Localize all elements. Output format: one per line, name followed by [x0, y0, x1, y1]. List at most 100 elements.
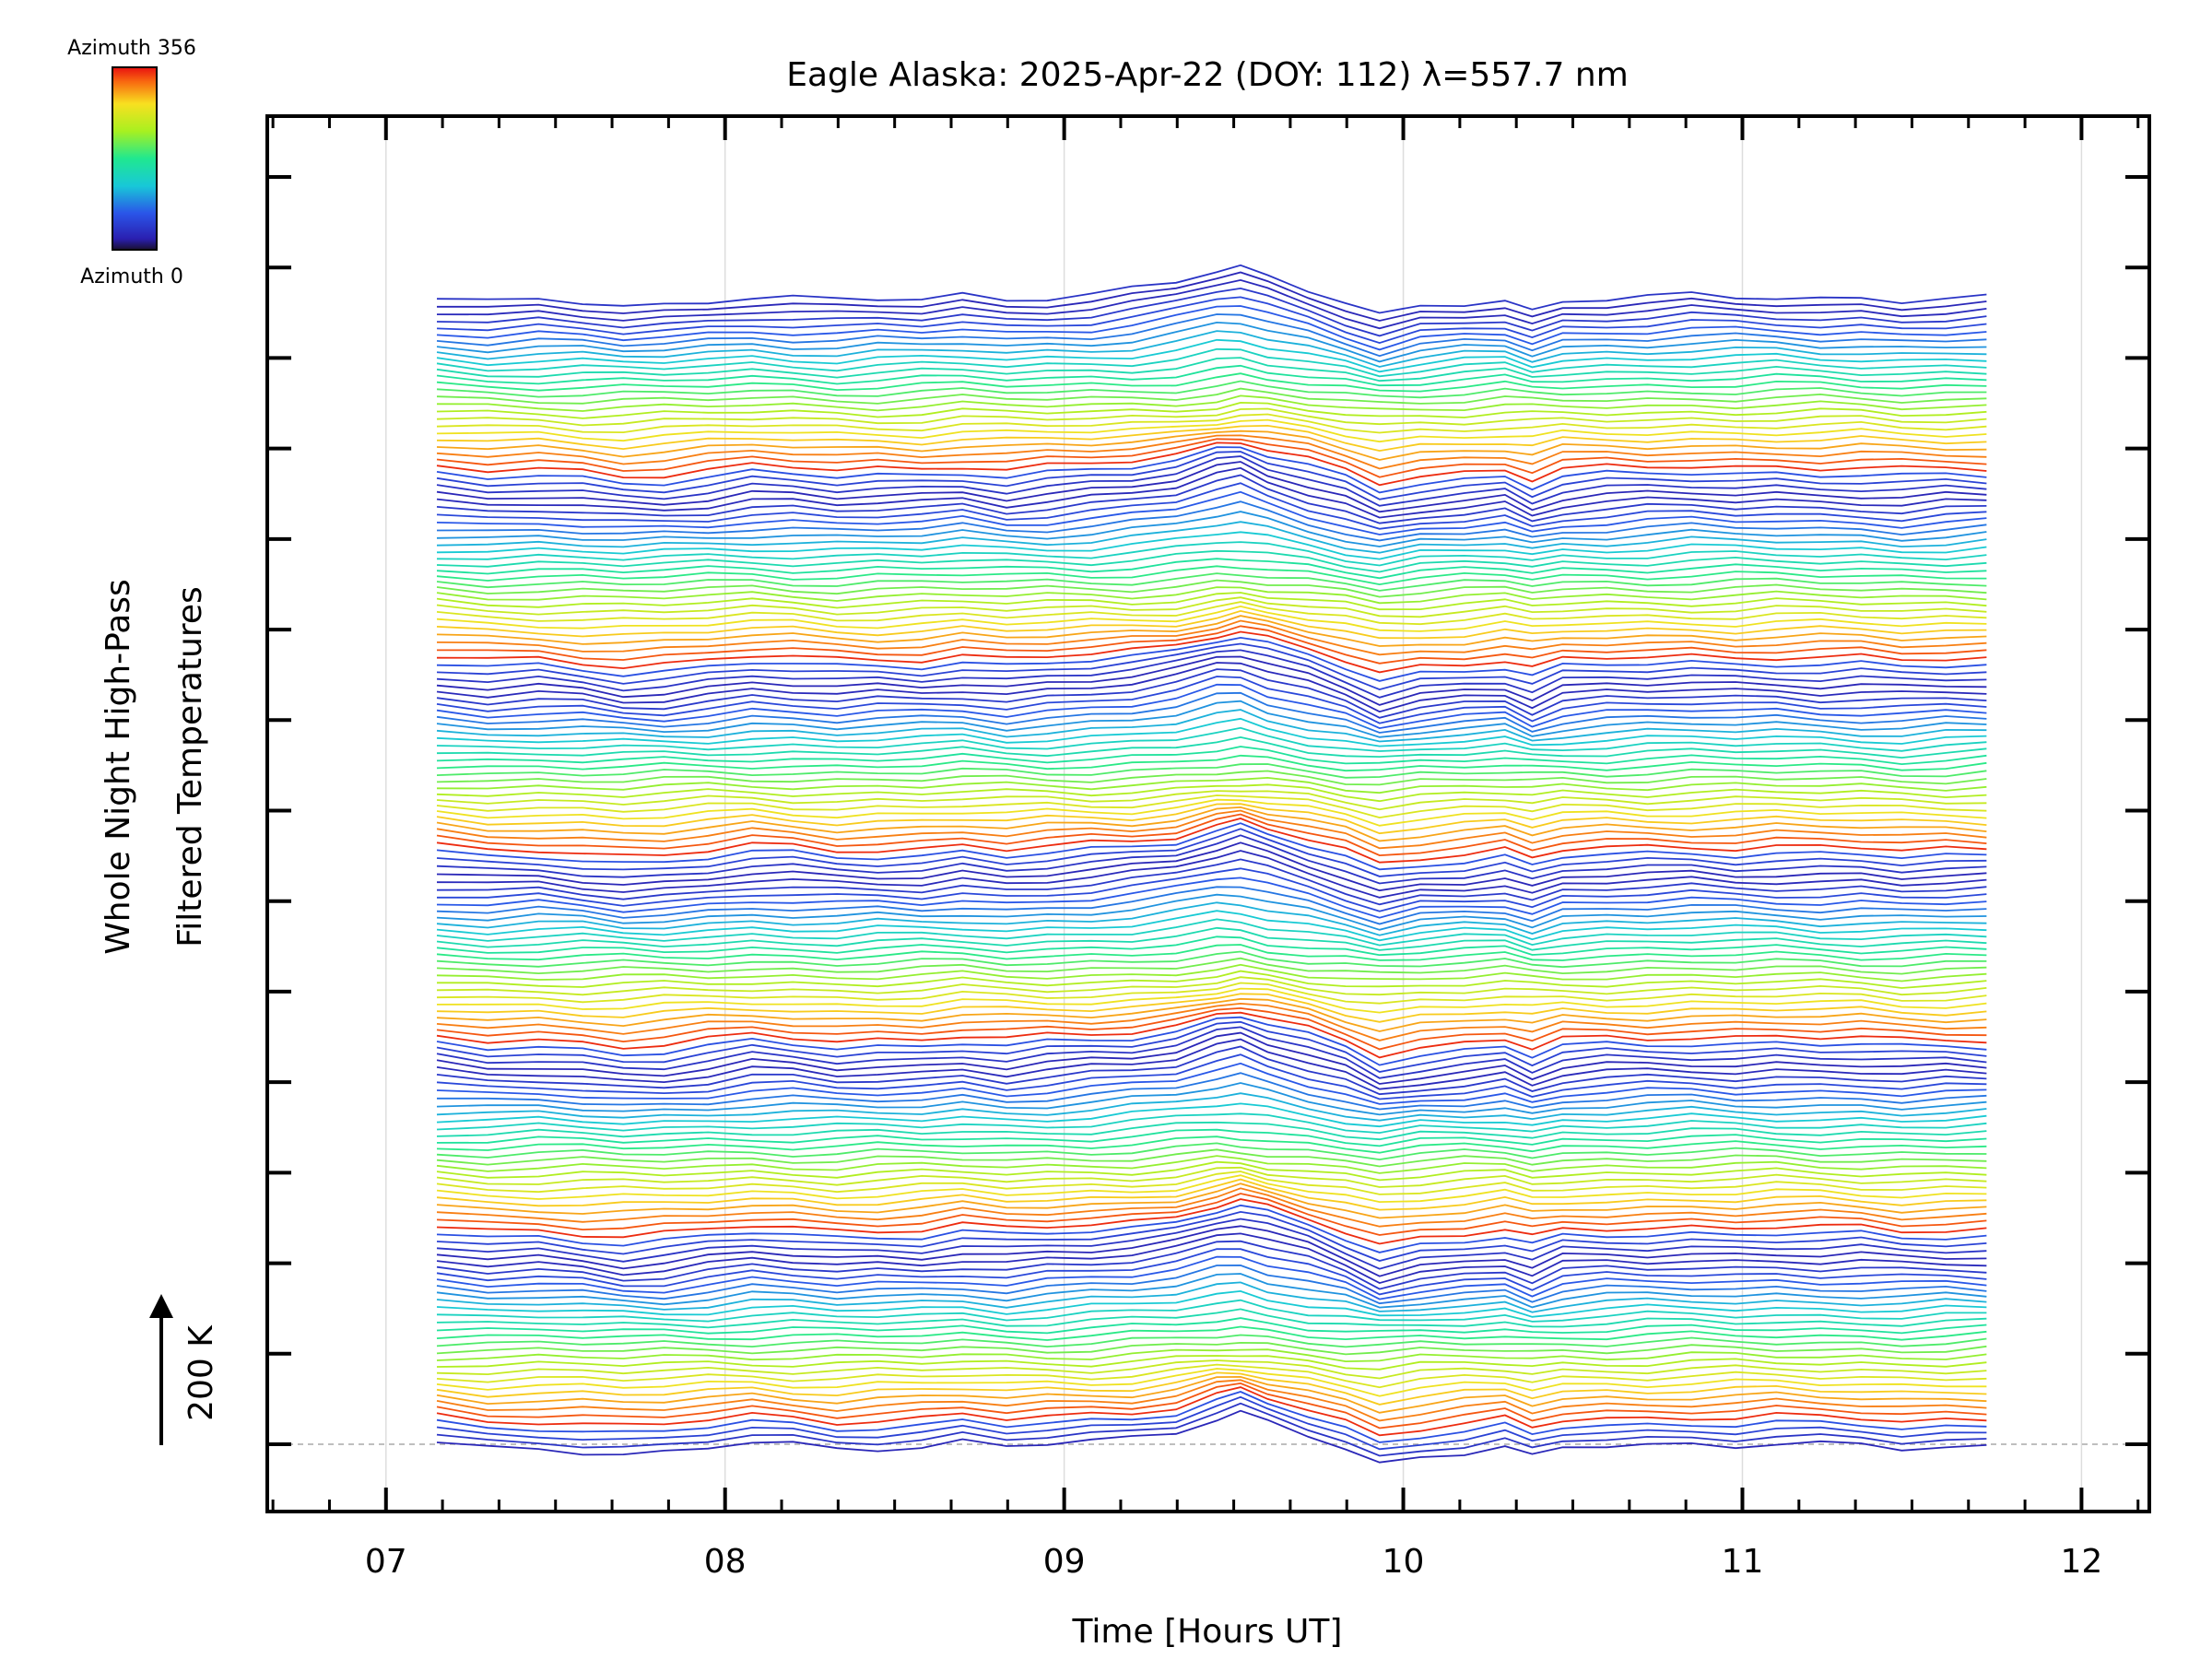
trace-22 — [436, 1273, 1987, 1309]
trace-166 — [436, 287, 1987, 337]
trace-151 — [436, 407, 1987, 427]
trace-41 — [436, 1155, 1987, 1174]
trace-104 — [436, 717, 1987, 747]
trace-91 — [436, 806, 1987, 842]
trace-67 — [436, 976, 1987, 996]
trace-78 — [436, 893, 1987, 931]
trace-36 — [436, 1178, 1987, 1211]
trace-144 — [436, 441, 1987, 487]
trace-123 — [436, 596, 1987, 618]
trace-107 — [436, 691, 1987, 734]
trace-126 — [436, 579, 1987, 598]
trace-66 — [436, 982, 1987, 1005]
trace-154 — [436, 387, 1987, 405]
trace-68 — [437, 970, 1987, 989]
trace-14 — [436, 1341, 1987, 1356]
trace-84 — [436, 841, 1987, 892]
scale-arrow-head — [149, 1294, 173, 1318]
trace-18 — [436, 1308, 1987, 1329]
trace-96 — [436, 783, 1987, 803]
trace-72 — [436, 944, 1987, 961]
trace-98 — [436, 770, 1987, 786]
trace-65 — [436, 987, 1987, 1014]
trace-165 — [436, 296, 1987, 345]
trace-161 — [436, 330, 1987, 368]
trace-19 — [436, 1299, 1987, 1323]
trace-108 — [436, 683, 1987, 730]
trace-48 — [436, 1102, 1987, 1128]
trace-162 — [436, 321, 1987, 363]
trace-70 — [436, 957, 1987, 975]
trace-73 — [436, 935, 1987, 957]
trace-101 — [436, 746, 1987, 766]
trace-90 — [436, 809, 1987, 850]
trace-15 — [436, 1334, 1987, 1348]
trace-7 — [436, 1375, 1987, 1414]
trace-2 — [436, 1395, 1987, 1451]
trace-145 — [436, 438, 1987, 478]
trace-85 — [436, 834, 1987, 885]
trace-49 — [436, 1092, 1987, 1122]
trace-25 — [436, 1248, 1987, 1296]
trace-158 — [436, 357, 1987, 382]
trace-40 — [436, 1160, 1987, 1182]
trace-94 — [436, 794, 1987, 819]
trace-12 — [436, 1355, 1987, 1371]
trace-44 — [436, 1135, 1987, 1154]
trace-97 — [436, 776, 1987, 794]
trace-131 — [436, 541, 1987, 567]
trace-13 — [436, 1348, 1987, 1363]
trace-136 — [436, 490, 1987, 535]
trace-134 — [436, 511, 1987, 547]
trace-127 — [436, 572, 1987, 592]
colorbar — [112, 66, 158, 251]
trace-56 — [436, 1031, 1987, 1085]
trace-112 — [436, 655, 1987, 706]
axis-ticks — [267, 116, 2149, 1512]
trace-88 — [436, 818, 1987, 864]
trace-26 — [436, 1240, 1987, 1290]
trace-142 — [436, 451, 1987, 500]
trace-92 — [436, 803, 1987, 835]
trace-148 — [436, 424, 1987, 453]
trace-89 — [436, 813, 1987, 857]
trace-129 — [436, 558, 1987, 580]
chart-title: Eagle Alaska: 2025-Apr-22 (DOY: 112) λ=5… — [786, 56, 1629, 94]
trace-38 — [436, 1171, 1987, 1195]
trace-128 — [436, 565, 1987, 586]
trace-1 — [436, 1402, 1987, 1457]
trace-160 — [436, 338, 1987, 373]
colorbar-bottom-label: Azimuth 0 — [80, 265, 183, 288]
trace-43 — [436, 1142, 1987, 1161]
trace-95 — [436, 790, 1987, 811]
trace-30 — [436, 1210, 1987, 1262]
x-tick-labels: 07 08 09 10 11 12 — [365, 1543, 2102, 1581]
trace-27 — [436, 1232, 1987, 1285]
trace-86 — [436, 828, 1987, 877]
trace-163 — [436, 313, 1987, 358]
trace-54 — [436, 1045, 1987, 1096]
trace-53 — [436, 1053, 1987, 1100]
trace-51 — [437, 1072, 1987, 1111]
trace-23 — [436, 1264, 1987, 1305]
trace-153 — [436, 394, 1987, 412]
y-axis-title-line2: Filtered Temperatures — [171, 586, 209, 947]
trace-156 — [436, 372, 1987, 393]
trace-124 — [436, 592, 1987, 611]
trace-157 — [436, 364, 1987, 387]
trace-111 — [436, 662, 1987, 713]
trace-155 — [436, 380, 1987, 399]
trace-33 — [436, 1193, 1987, 1236]
trace-9 — [436, 1368, 1987, 1397]
trace-139 — [436, 466, 1987, 519]
trace-167 — [436, 278, 1987, 330]
trace-3 — [436, 1391, 1987, 1443]
trace-116 — [436, 630, 1987, 674]
trace-152 — [436, 401, 1987, 419]
trace-133 — [436, 521, 1987, 554]
trace-147 — [436, 429, 1987, 461]
trace-93 — [436, 798, 1987, 827]
trace-55 — [436, 1038, 1987, 1090]
trace-61 — [436, 1006, 1987, 1051]
